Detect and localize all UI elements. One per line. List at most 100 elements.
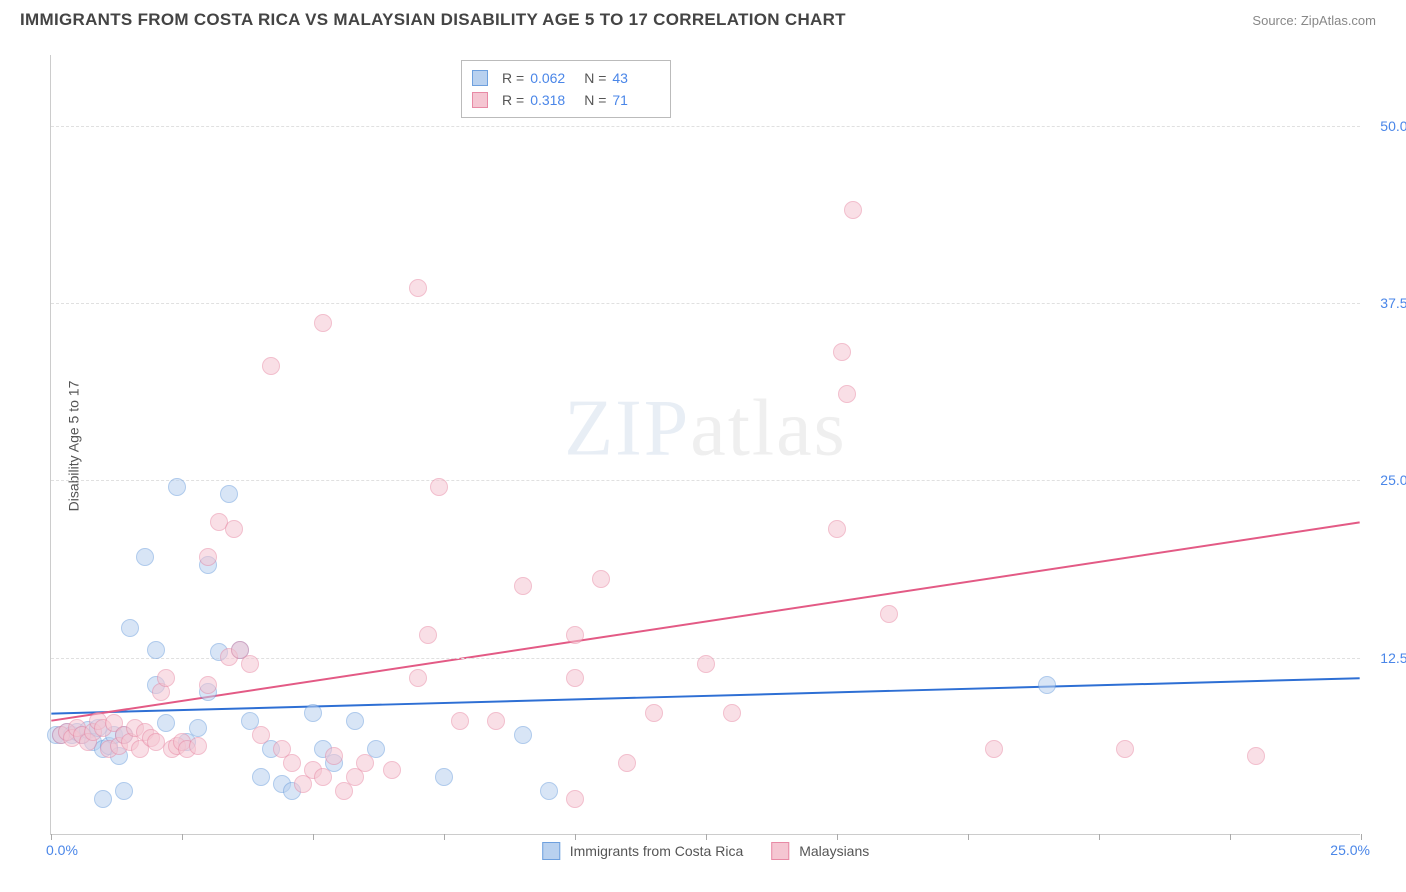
scatter-point bbox=[592, 570, 610, 588]
source-attribution: Source: ZipAtlas.com bbox=[1252, 13, 1376, 28]
x-tick bbox=[313, 834, 314, 840]
scatter-point bbox=[199, 676, 217, 694]
scatter-point bbox=[314, 768, 332, 786]
scatter-point bbox=[828, 520, 846, 538]
trend-line bbox=[51, 678, 1359, 713]
scatter-point bbox=[283, 754, 301, 772]
scatter-point bbox=[723, 704, 741, 722]
scatter-point bbox=[157, 669, 175, 687]
scatter-point bbox=[304, 704, 322, 722]
scatter-point bbox=[514, 726, 532, 744]
n-value: 71 bbox=[612, 89, 656, 111]
scatter-point bbox=[356, 754, 374, 772]
swatch-icon bbox=[472, 70, 488, 86]
scatter-point bbox=[199, 548, 217, 566]
scatter-point bbox=[880, 605, 898, 623]
y-tick-label: 50.0% bbox=[1380, 118, 1406, 134]
swatch-icon bbox=[472, 92, 488, 108]
y-tick-label: 12.5% bbox=[1380, 650, 1406, 666]
gridline-horizontal bbox=[51, 303, 1360, 304]
legend-label: Malaysians bbox=[799, 843, 869, 859]
y-tick-label: 25.0% bbox=[1380, 472, 1406, 488]
source-link[interactable]: ZipAtlas.com bbox=[1301, 13, 1376, 28]
stats-row-series-1: R = 0.318 N = 71 bbox=[472, 89, 656, 111]
scatter-point bbox=[157, 714, 175, 732]
scatter-point bbox=[1247, 747, 1265, 765]
x-tick bbox=[706, 834, 707, 840]
x-tick bbox=[1099, 834, 1100, 840]
scatter-point bbox=[383, 761, 401, 779]
x-tick bbox=[968, 834, 969, 840]
scatter-point bbox=[697, 655, 715, 673]
x-axis-min-label: 0.0% bbox=[46, 842, 78, 858]
x-tick bbox=[575, 834, 576, 840]
x-tick bbox=[837, 834, 838, 840]
r-value: 0.062 bbox=[530, 67, 574, 89]
scatter-point bbox=[346, 712, 364, 730]
scatter-point bbox=[566, 790, 584, 808]
scatter-point bbox=[314, 314, 332, 332]
bottom-legend: Immigrants from Costa Rica Malaysians bbox=[542, 842, 870, 860]
gridline-horizontal bbox=[51, 126, 1360, 127]
x-tick bbox=[444, 834, 445, 840]
scatter-point bbox=[451, 712, 469, 730]
scatter-point bbox=[1038, 676, 1056, 694]
legend-label: Immigrants from Costa Rica bbox=[570, 843, 743, 859]
scatter-point bbox=[487, 712, 505, 730]
scatter-point bbox=[262, 357, 280, 375]
scatter-point bbox=[189, 719, 207, 737]
scatter-point bbox=[168, 478, 186, 496]
scatter-point bbox=[430, 478, 448, 496]
gridline-horizontal bbox=[51, 480, 1360, 481]
scatter-point bbox=[94, 790, 112, 808]
scatter-point bbox=[844, 201, 862, 219]
trend-line bbox=[51, 522, 1359, 720]
scatter-point bbox=[645, 704, 663, 722]
r-value: 0.318 bbox=[530, 89, 574, 111]
scatter-point bbox=[409, 279, 427, 297]
swatch-icon bbox=[771, 842, 789, 860]
scatter-point bbox=[225, 520, 243, 538]
legend-item: Malaysians bbox=[771, 842, 869, 860]
r-label: R = bbox=[502, 67, 524, 89]
x-tick bbox=[182, 834, 183, 840]
scatter-point bbox=[1116, 740, 1134, 758]
r-label: R = bbox=[502, 89, 524, 111]
scatter-point bbox=[566, 626, 584, 644]
scatter-point bbox=[252, 726, 270, 744]
swatch-icon bbox=[542, 842, 560, 860]
scatter-point bbox=[115, 782, 133, 800]
n-label: N = bbox=[584, 89, 606, 111]
scatter-point bbox=[540, 782, 558, 800]
scatter-point bbox=[220, 485, 238, 503]
scatter-point bbox=[435, 768, 453, 786]
scatter-point bbox=[618, 754, 636, 772]
source-label: Source: bbox=[1252, 13, 1297, 28]
correlation-stats-box: R = 0.062 N = 43 R = 0.318 N = 71 bbox=[461, 60, 671, 118]
chart-header: IMMIGRANTS FROM COSTA RICA VS MALAYSIAN … bbox=[0, 0, 1406, 35]
scatter-point bbox=[252, 768, 270, 786]
x-tick bbox=[1230, 834, 1231, 840]
scatter-point bbox=[833, 343, 851, 361]
scatter-plot-area: ZIPatlas R = 0.062 N = 43 R = 0.318 N = … bbox=[50, 55, 1360, 835]
x-axis-max-label: 25.0% bbox=[1330, 842, 1370, 858]
scatter-point bbox=[566, 669, 584, 687]
stats-row-series-0: R = 0.062 N = 43 bbox=[472, 67, 656, 89]
scatter-point bbox=[325, 747, 343, 765]
x-tick bbox=[1361, 834, 1362, 840]
y-tick-label: 37.5% bbox=[1380, 295, 1406, 311]
scatter-point bbox=[189, 737, 207, 755]
scatter-point bbox=[121, 619, 139, 637]
scatter-point bbox=[838, 385, 856, 403]
scatter-point bbox=[419, 626, 437, 644]
scatter-point bbox=[241, 655, 259, 673]
legend-item: Immigrants from Costa Rica bbox=[542, 842, 743, 860]
scatter-point bbox=[409, 669, 427, 687]
n-value: 43 bbox=[612, 67, 656, 89]
n-label: N = bbox=[584, 67, 606, 89]
chart-title: IMMIGRANTS FROM COSTA RICA VS MALAYSIAN … bbox=[20, 10, 846, 30]
scatter-point bbox=[147, 641, 165, 659]
scatter-point bbox=[136, 548, 154, 566]
scatter-point bbox=[985, 740, 1003, 758]
x-tick bbox=[51, 834, 52, 840]
